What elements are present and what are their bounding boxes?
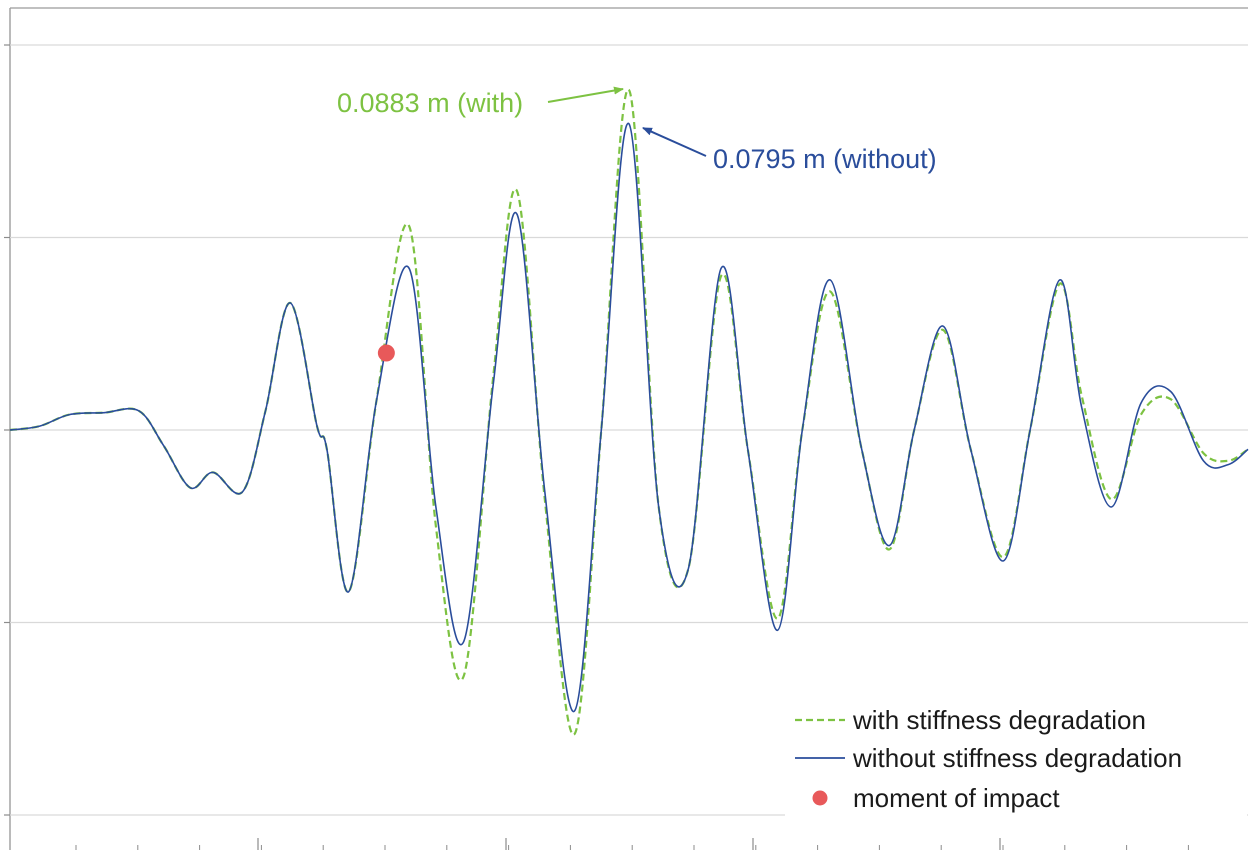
legend: with stiffness degradation without stiffn… [785, 700, 1247, 820]
impact-marker [377, 344, 395, 362]
legend-background [785, 700, 1247, 820]
series-layer [9, 88, 1249, 736]
legend-swatch-impact [812, 790, 828, 806]
legend-label-with-degradation: with stiffness degradation [852, 705, 1146, 735]
annotation-with-label: 0.0883 m (with) [337, 88, 523, 118]
annotation-without-label: 0.0795 m (without) [713, 144, 937, 174]
gridlines [4, 44, 1248, 816]
annotation-without-arrow [642, 127, 707, 157]
annotation-with-arrow [547, 86, 624, 103]
annotation-layer: 0.0883 m (with) 0.0795 m (without) [337, 86, 937, 174]
series-line-with-degradation [9, 88, 1249, 736]
legend-label-impact: moment of impact [853, 783, 1060, 813]
x-ticks [75, 838, 1189, 850]
series-line-without-degradation [9, 122, 1249, 712]
marker-layer [377, 344, 395, 362]
legend-label-without-degradation: without stiffness degradation [852, 743, 1182, 773]
